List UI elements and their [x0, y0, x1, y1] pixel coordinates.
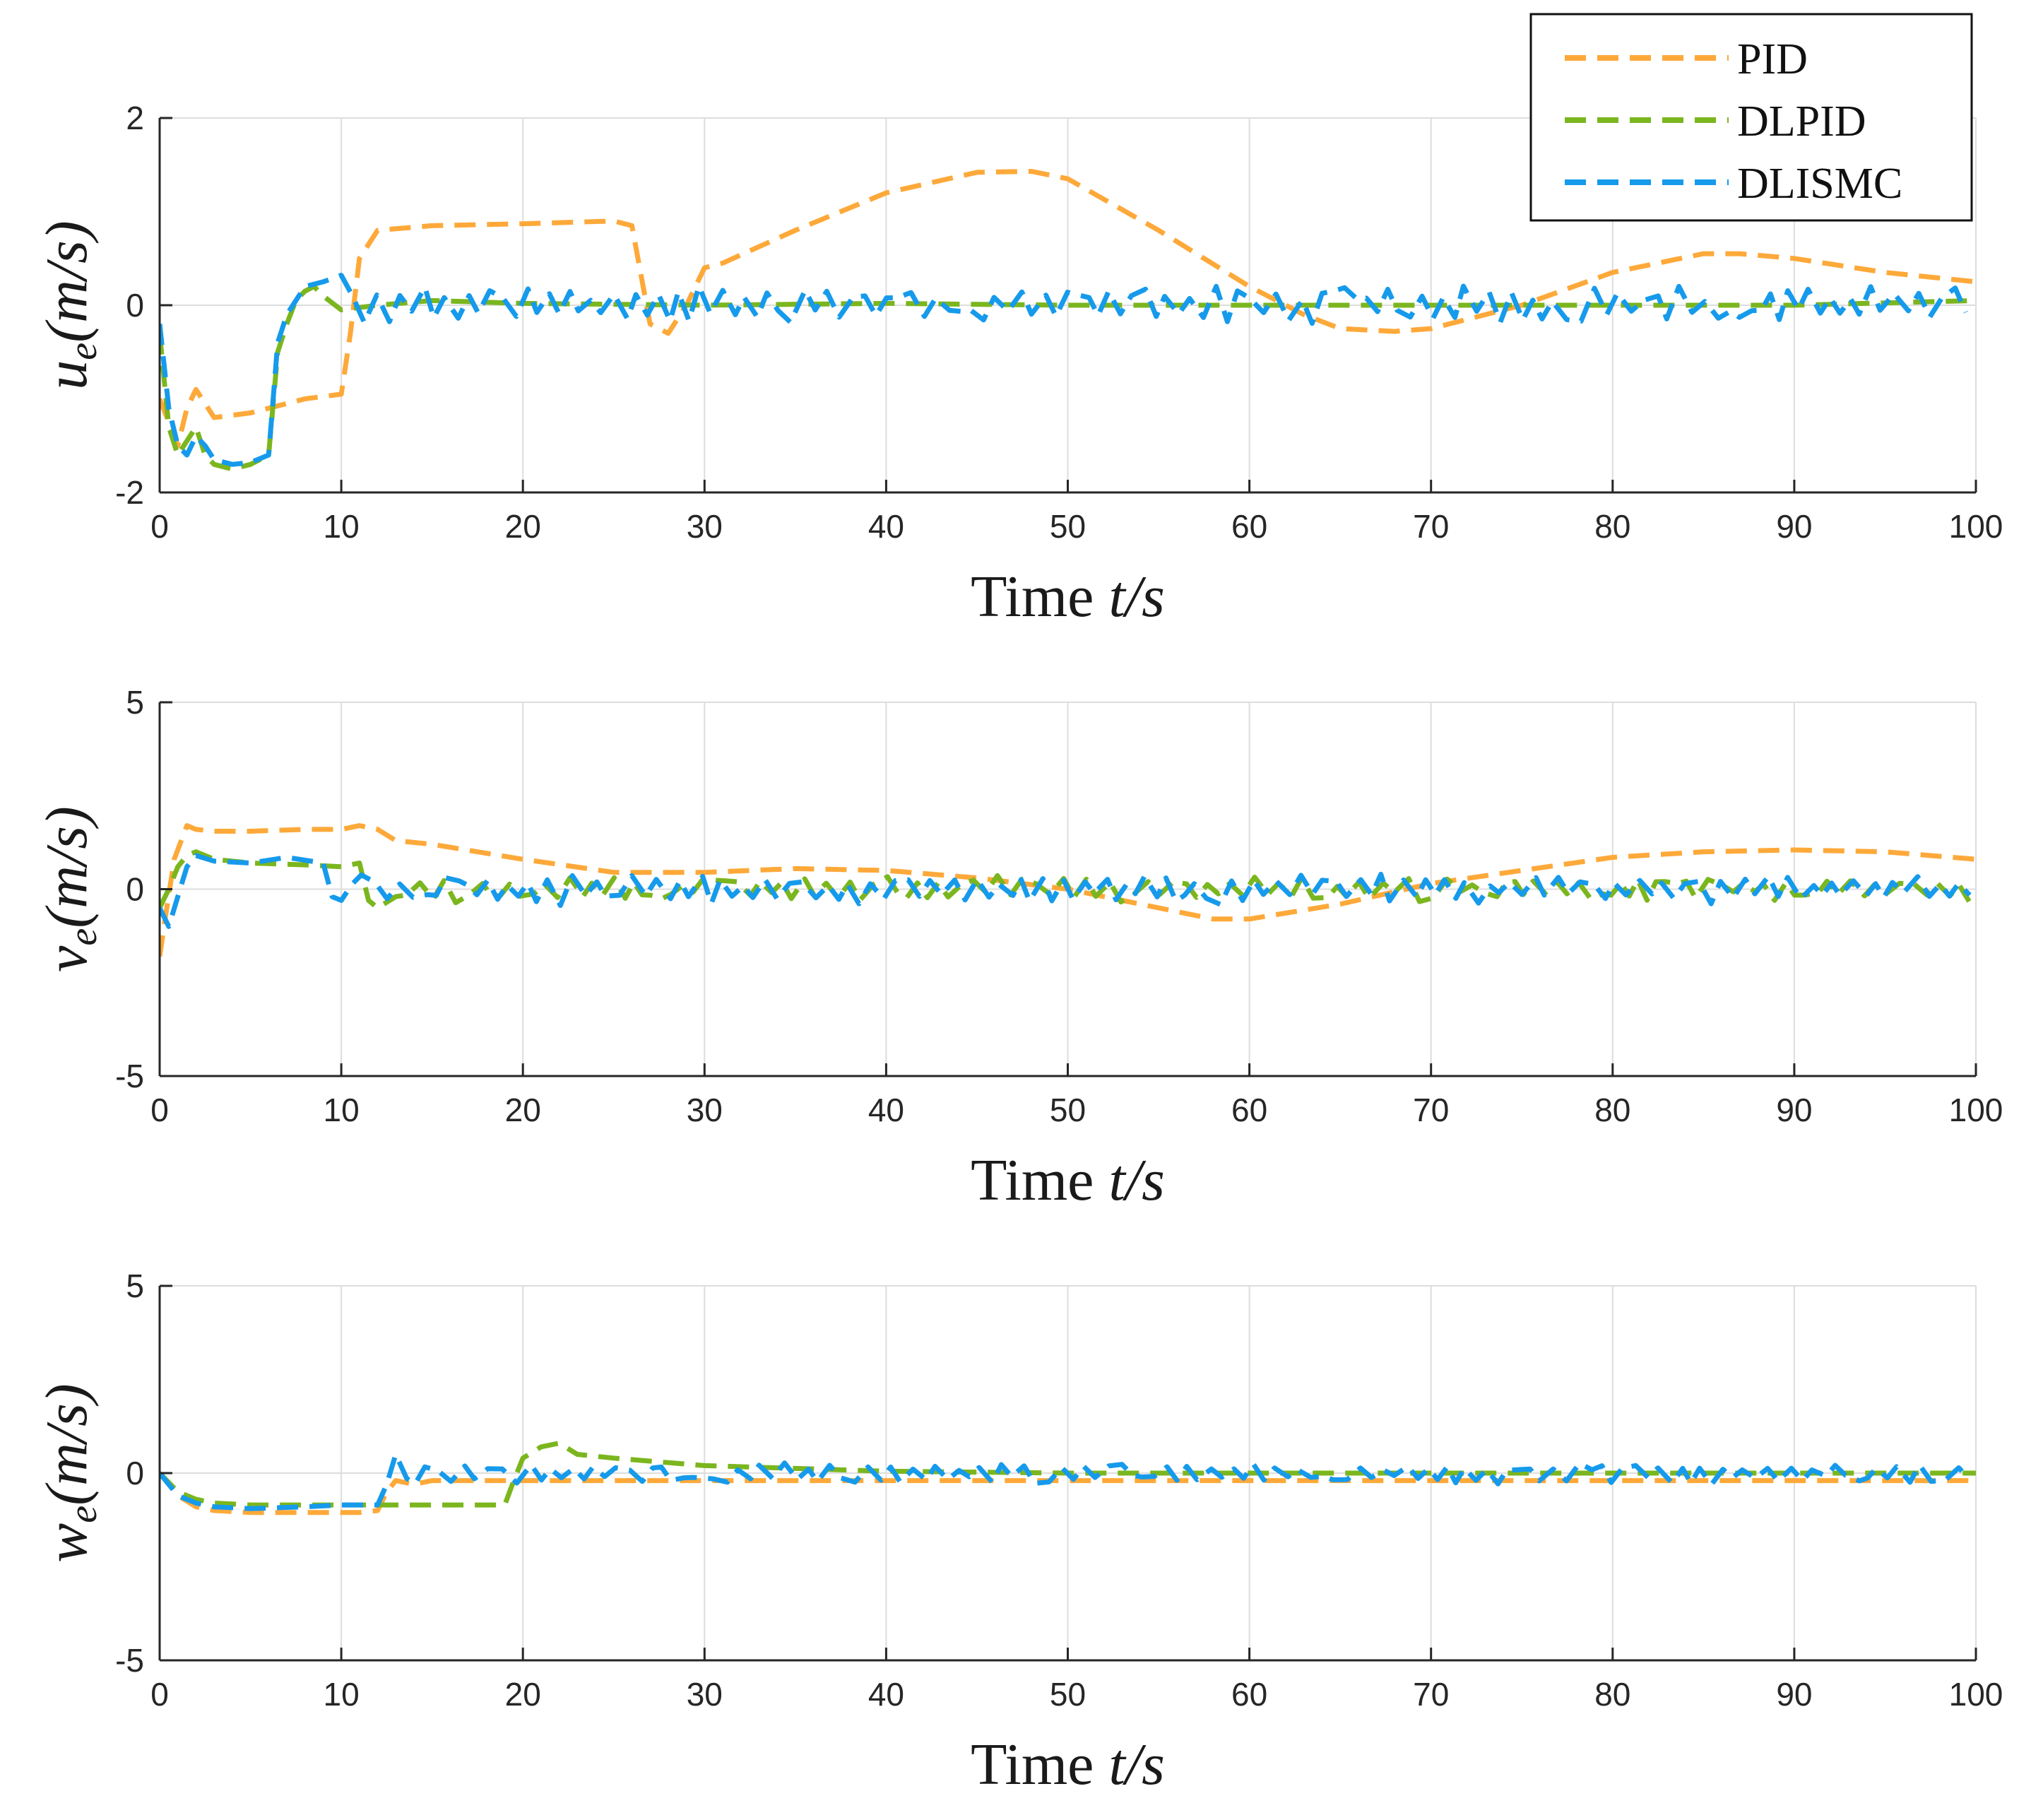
- x-tick-label: 100: [1949, 1676, 2003, 1713]
- legend: PID DLPID DLISMC: [1529, 13, 1973, 222]
- y-axis-title: ue(m/s): [34, 220, 105, 390]
- x-tick-label: 90: [1776, 1092, 1812, 1128]
- y-tick-label: -2: [115, 474, 144, 511]
- x-tick-label: 50: [1050, 508, 1086, 545]
- series-line-pid: [160, 823, 1976, 957]
- x-tick-label: 20: [505, 1092, 541, 1128]
- x-tick-label: 10: [324, 1676, 360, 1713]
- x-tick-label: 50: [1050, 1092, 1086, 1128]
- x-tick-label: 60: [1231, 1092, 1267, 1128]
- series-line-dlismc: [160, 1452, 1971, 1511]
- y-tick-label: 2: [126, 100, 144, 136]
- x-tick-label: 20: [505, 1676, 541, 1713]
- x-tick-label: 90: [1776, 508, 1812, 545]
- y-tick-label: 0: [126, 287, 144, 324]
- x-axis-title: Time t/s: [971, 1732, 1165, 1797]
- x-tick-label: 0: [150, 1092, 169, 1128]
- y-tick-label: 5: [126, 1268, 144, 1304]
- y-tick-label: 0: [126, 1455, 144, 1491]
- x-tick-label: 20: [505, 508, 541, 545]
- x-tick-label: 50: [1050, 1676, 1086, 1713]
- legend-label-dlpid: DLPID: [1737, 98, 1866, 146]
- x-tick-label: 10: [324, 1092, 360, 1128]
- x-tick-label: 100: [1949, 508, 2003, 545]
- y-tick-label: 0: [126, 871, 144, 908]
- y-axis-title: ve(m/s): [34, 806, 105, 972]
- x-tick-label: 80: [1594, 1092, 1630, 1128]
- x-tick-label: 30: [687, 1676, 723, 1713]
- x-tick-label: 40: [868, 1676, 904, 1713]
- x-tick-label: 80: [1594, 508, 1630, 545]
- y-tick-label: -5: [115, 1058, 144, 1094]
- x-tick-label: 100: [1949, 1092, 2003, 1128]
- x-tick-label: 30: [687, 508, 723, 545]
- x-tick-label: 90: [1776, 1676, 1812, 1713]
- x-axis-title: Time t/s: [971, 1147, 1165, 1213]
- x-tick-label: 0: [150, 1676, 169, 1713]
- legend-label-dlismc: DLISMC: [1737, 160, 1902, 208]
- x-tick-label: 70: [1413, 1676, 1449, 1713]
- x-tick-label: 40: [868, 1092, 904, 1128]
- series-line-dlismc: [160, 853, 1972, 929]
- x-tick-label: 40: [868, 508, 904, 545]
- x-tick-label: 60: [1231, 1676, 1267, 1713]
- series-line-dlismc: [160, 273, 1968, 467]
- y-tick-label: -5: [115, 1642, 144, 1679]
- x-axis-title: Time t/s: [971, 564, 1165, 630]
- x-tick-label: 70: [1413, 508, 1449, 545]
- x-tick-label: 80: [1594, 1676, 1630, 1713]
- legend-label-pid: PID: [1737, 35, 1808, 83]
- y-axis-title: we(m/s): [34, 1383, 105, 1563]
- y-tick-label: 5: [126, 684, 144, 721]
- x-tick-label: 10: [324, 508, 360, 545]
- x-tick-label: 60: [1231, 508, 1267, 545]
- x-tick-label: 70: [1413, 1092, 1449, 1128]
- x-tick-label: 0: [150, 508, 169, 545]
- x-tick-label: 30: [687, 1092, 723, 1128]
